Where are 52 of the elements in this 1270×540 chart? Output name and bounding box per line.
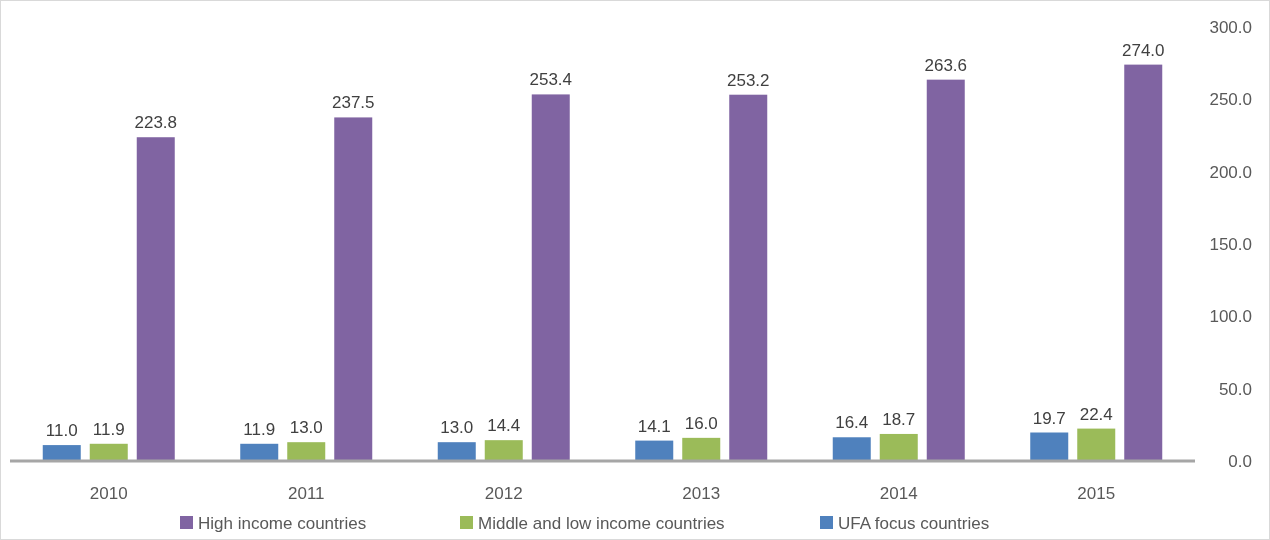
data-label: 11.9 — [92, 419, 125, 439]
data-label: 14.1 — [637, 416, 671, 436]
data-label: 274.0 — [1121, 40, 1165, 60]
bar — [879, 433, 918, 461]
bar — [1030, 432, 1069, 461]
bar — [926, 79, 965, 461]
data-label: 223.8 — [134, 113, 178, 133]
y-tick-label: 250.0 — [1209, 90, 1252, 110]
data-label: 11.9 — [243, 419, 276, 439]
data-label: 16.0 — [684, 413, 718, 433]
bar — [1077, 428, 1116, 461]
bar — [682, 437, 721, 461]
bar — [136, 137, 175, 461]
x-tick-label: 2011 — [287, 484, 325, 503]
data-label: 263.6 — [924, 55, 968, 75]
bar — [1124, 64, 1163, 461]
bar — [89, 443, 128, 461]
bar — [287, 442, 326, 461]
bar — [729, 94, 768, 461]
legend-label: UFA focus countries — [838, 514, 990, 533]
legend-label: High income countries — [198, 514, 367, 533]
data-label: 13.0 — [289, 418, 323, 438]
y-tick-label: 0.0 — [1228, 452, 1252, 471]
bar — [334, 117, 373, 461]
bar — [484, 440, 523, 461]
data-label: 13.0 — [440, 418, 474, 438]
y-tick-label: 150.0 — [1209, 235, 1252, 254]
y-tick-label: 200.0 — [1209, 162, 1252, 182]
bar — [531, 94, 570, 461]
data-label: 253.4 — [529, 70, 573, 90]
x-tick-label: 2013 — [682, 484, 721, 503]
data-label: 19.7 — [1032, 408, 1066, 428]
data-label: 237.5 — [331, 93, 375, 113]
y-tick-label: 50.0 — [1218, 379, 1252, 399]
bar — [42, 445, 81, 461]
data-label: 11.0 — [45, 421, 78, 441]
data-label: 253.2 — [726, 70, 770, 90]
legend-label: Middle and low income countries — [478, 514, 725, 533]
x-tick-label: 2010 — [89, 484, 128, 503]
y-tick-label: 100.0 — [1209, 307, 1252, 327]
bar — [832, 437, 871, 461]
bar — [240, 443, 279, 461]
data-label: 18.7 — [882, 409, 916, 429]
bar — [635, 440, 674, 461]
y-tick-label: 300.0 — [1209, 18, 1252, 37]
data-label: 22.4 — [1079, 404, 1113, 424]
x-tick-label: 2012 — [484, 484, 523, 503]
data-label: 14.4 — [487, 416, 521, 436]
x-tick-label: 2015 — [1077, 484, 1116, 503]
bar — [437, 442, 476, 461]
x-tick-label: 2014 — [879, 484, 918, 503]
data-label: 16.4 — [835, 413, 869, 433]
